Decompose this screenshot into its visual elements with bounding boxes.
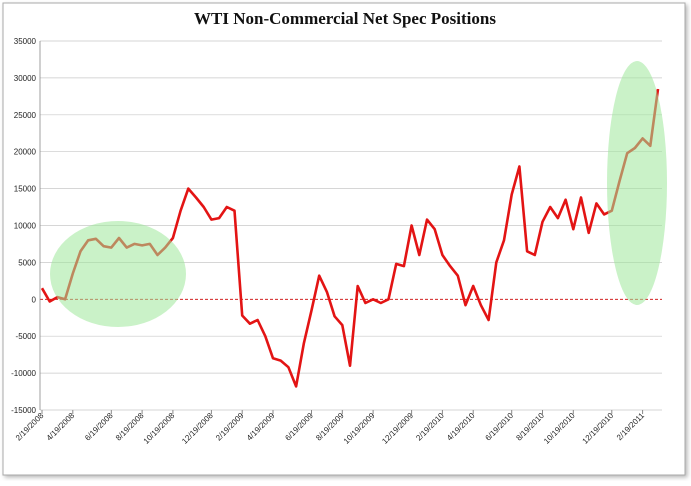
highlight-ellipse xyxy=(607,61,667,305)
y-tick-label: 20000 xyxy=(14,148,37,157)
y-tick-label: -15000 xyxy=(11,406,36,415)
y-tick-label: 10000 xyxy=(14,222,37,231)
y-tick-label: 5000 xyxy=(18,258,36,267)
chart-title: WTI Non-Commercial Net Spec Positions xyxy=(194,9,496,28)
y-tick-label: 30000 xyxy=(14,74,37,83)
y-tick-label: 0 xyxy=(32,295,37,304)
y-tick-label: 25000 xyxy=(14,111,37,120)
y-tick-label: 35000 xyxy=(14,37,37,46)
y-tick-label: -5000 xyxy=(16,332,37,341)
highlight-ellipse xyxy=(50,221,186,327)
y-tick-label: -10000 xyxy=(11,369,36,378)
y-tick-label: 15000 xyxy=(14,185,37,194)
